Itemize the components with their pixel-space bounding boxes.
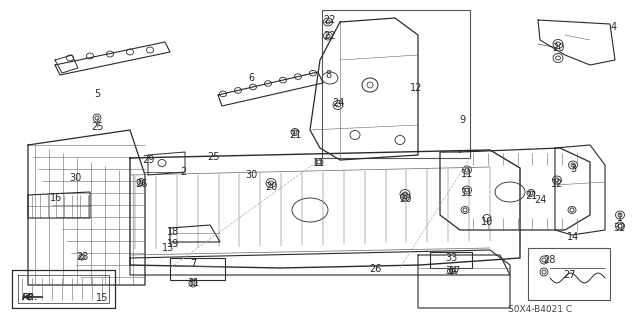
Text: 12: 12 <box>551 179 563 189</box>
Text: 30: 30 <box>69 173 81 183</box>
Bar <box>170 258 225 280</box>
Text: 33: 33 <box>445 253 457 263</box>
Text: 22: 22 <box>324 31 336 41</box>
Text: 7: 7 <box>190 259 196 269</box>
Text: 14: 14 <box>567 232 579 242</box>
Text: 15: 15 <box>96 293 108 303</box>
Text: 4: 4 <box>611 22 617 32</box>
Text: 11: 11 <box>461 188 473 198</box>
Text: 11: 11 <box>313 158 325 168</box>
Text: 17: 17 <box>449 266 461 276</box>
Text: 21: 21 <box>289 130 301 140</box>
Bar <box>430 252 472 268</box>
Text: FR.: FR. <box>22 293 38 301</box>
Text: 20: 20 <box>265 182 277 192</box>
Text: 12: 12 <box>410 83 422 93</box>
Bar <box>528 248 610 300</box>
Bar <box>322 10 470 158</box>
Text: 13: 13 <box>162 243 174 253</box>
Text: 5: 5 <box>94 89 100 99</box>
Text: 10: 10 <box>481 217 493 227</box>
Text: 29: 29 <box>142 155 154 165</box>
Text: 20: 20 <box>552 43 564 53</box>
Text: 3: 3 <box>570 164 576 174</box>
Text: 22: 22 <box>324 15 336 25</box>
Text: 23: 23 <box>76 252 88 262</box>
Text: 16: 16 <box>50 193 62 203</box>
Text: 21: 21 <box>525 191 537 201</box>
Text: 2: 2 <box>180 167 186 177</box>
Text: 27: 27 <box>563 270 575 280</box>
Text: 19: 19 <box>167 239 179 249</box>
Text: 25: 25 <box>91 122 103 132</box>
Text: 31: 31 <box>187 278 199 288</box>
Text: 24: 24 <box>332 98 344 108</box>
Text: 11: 11 <box>461 169 473 179</box>
Text: 9: 9 <box>459 115 465 125</box>
Text: 18: 18 <box>167 227 179 237</box>
Text: 26: 26 <box>369 264 381 274</box>
Text: 24: 24 <box>534 195 546 205</box>
Text: 28: 28 <box>543 255 555 265</box>
Text: 26: 26 <box>135 179 147 189</box>
Text: 32: 32 <box>614 223 626 233</box>
Text: 25: 25 <box>208 152 220 162</box>
Text: 20: 20 <box>399 194 411 204</box>
Text: 30: 30 <box>245 170 257 180</box>
Text: 6: 6 <box>248 73 254 83</box>
Text: 8: 8 <box>325 70 331 80</box>
Text: 1: 1 <box>617 213 623 223</box>
Text: 34: 34 <box>445 266 457 276</box>
Text: S0X4-B4021 C: S0X4-B4021 C <box>508 306 572 315</box>
